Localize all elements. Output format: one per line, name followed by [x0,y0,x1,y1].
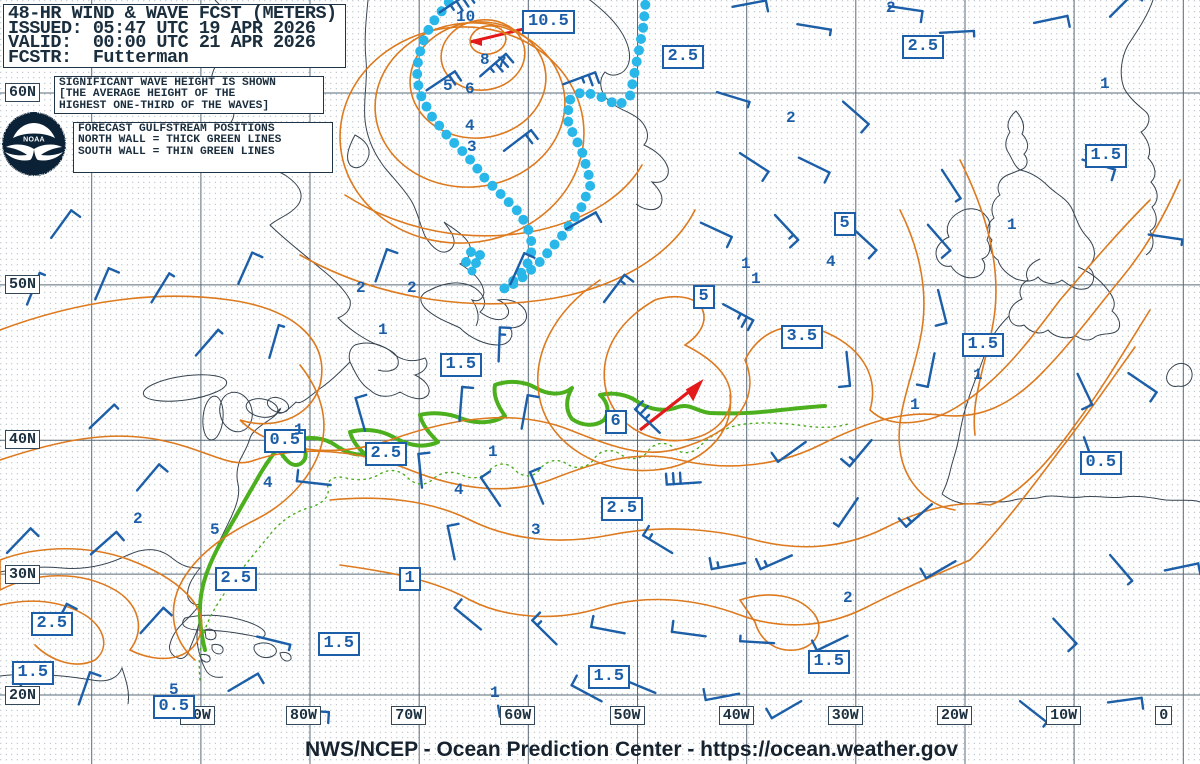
svg-text:NOAA: NOAA [23,137,45,144]
